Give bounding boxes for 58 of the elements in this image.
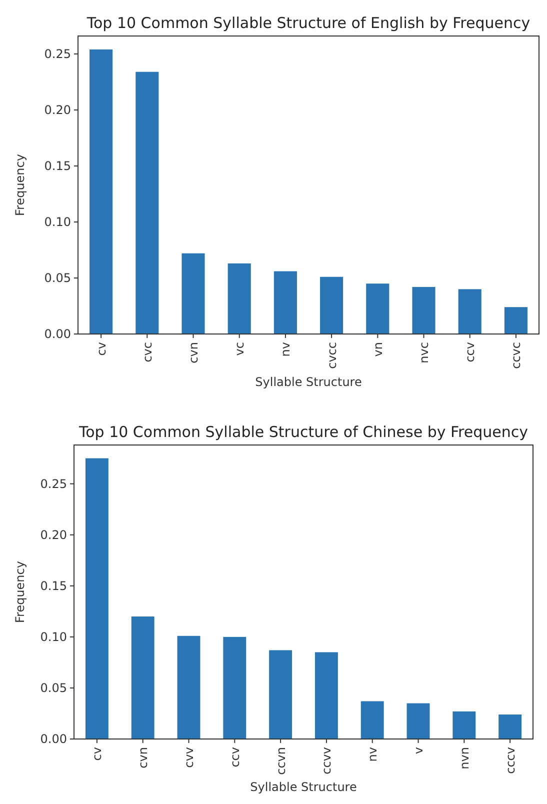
x-tick-label: cvc	[140, 342, 154, 362]
y-tick-label: 0.25	[40, 476, 67, 491]
x-tick-label: v	[411, 747, 426, 754]
x-tick-label: vc	[232, 342, 247, 356]
x-tick-label: nv	[366, 747, 380, 762]
bar	[504, 307, 528, 334]
x-tick-label: ccvv	[320, 747, 334, 774]
chart-title: Top 10 Common Syllable Structure of English by Frequency	[86, 14, 530, 32]
bar	[85, 458, 108, 739]
y-tick-label: 0.05	[44, 271, 71, 286]
bar	[269, 650, 292, 739]
bar	[223, 636, 246, 739]
y-tick-label: 0.20	[44, 103, 71, 118]
bar	[452, 711, 476, 739]
bar	[228, 263, 251, 334]
bar	[360, 701, 384, 739]
bar	[274, 271, 297, 334]
chart-title: Top 10 Common Syllable Structure of Chinese by Frequency	[78, 423, 528, 441]
y-axis-title: Frequency	[13, 154, 27, 216]
bar	[366, 284, 390, 334]
y-tick-label: 0.00	[44, 327, 71, 342]
bar	[458, 289, 482, 334]
y-tick-label: 0.05	[40, 681, 67, 696]
x-axis-title: Syllable Structure	[255, 375, 362, 389]
bar	[314, 652, 338, 739]
bar	[131, 616, 154, 739]
y-tick-label: 0.20	[40, 528, 67, 542]
y-tick-label: 0.25	[44, 47, 71, 62]
bar	[412, 286, 436, 334]
bar	[90, 49, 113, 334]
x-tick-label: cvcc	[324, 342, 339, 369]
bar	[320, 276, 344, 334]
x-tick-label: ccv	[228, 747, 242, 768]
x-tick-label: ccvn	[274, 747, 288, 775]
y-tick-label: 0.15	[40, 579, 67, 594]
bar	[498, 714, 522, 739]
x-tick-label: cvn	[136, 747, 150, 768]
bar	[406, 703, 430, 739]
y-tick-label: 0.10	[44, 215, 71, 230]
x-tick-label: cv	[94, 342, 108, 356]
x-tick-label: nv	[278, 342, 293, 357]
x-tick-label: cvv	[182, 747, 196, 768]
x-tick-label: vn	[370, 342, 385, 357]
x-tick-label: cccv	[503, 747, 518, 774]
x-tick-label: cv	[90, 747, 104, 761]
x-tick-label: cvn	[186, 342, 200, 364]
y-tick-label: 0.00	[40, 732, 67, 746]
y-axis-title: Frequency	[13, 561, 27, 623]
x-tick-label: ccvc	[509, 342, 524, 369]
x-tick-label: nvn	[457, 747, 472, 770]
x-tick-label: nvc	[416, 342, 431, 364]
x-axis-title: Syllable Structure	[250, 780, 357, 794]
y-tick-label: 0.15	[44, 159, 71, 174]
x-tick-label: ccv	[463, 342, 478, 362]
y-tick-label: 0.10	[40, 630, 67, 644]
bar	[177, 636, 200, 739]
bar	[182, 253, 205, 334]
bar	[136, 72, 159, 334]
